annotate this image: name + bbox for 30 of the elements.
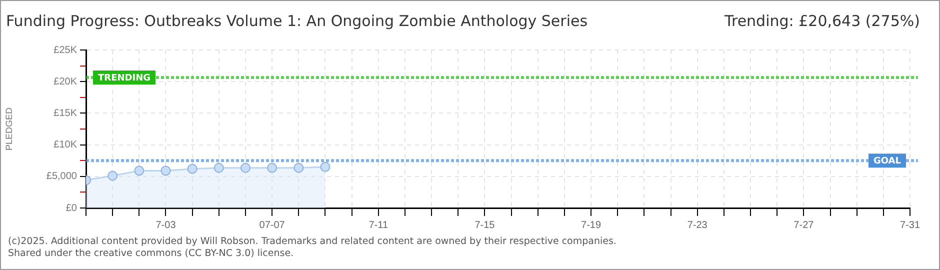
x-tick-label: 7-19 [581,220,602,231]
text: Shared under the creative commons (CC BY-NC 3.0) license. [8,248,294,259]
y-tick-label: £0 [66,202,78,214]
x-tick-label: 7-27 [794,220,814,231]
point [240,162,250,173]
point [134,166,144,176]
x-tick-label: 7-23 [687,220,708,231]
x-tick-label: 7-15 [474,220,496,231]
y-tick-label: £10K [54,140,78,151]
ref-line-label: TRENDING [98,73,150,84]
x-tick-label: 07-07 [259,220,286,231]
ref-line-label: GOAL [874,156,902,166]
y-tick-label: £20K [54,76,78,88]
chart-subtitle: Trending: £20,643 (275%) [724,12,920,30]
y-tick-label: £5,000 [46,171,78,182]
point [294,162,304,173]
x-tick-label: 7-03 [156,220,176,231]
y-axis-title: PLEDGED [4,106,14,151]
x-tick-label: 7-11 [368,220,388,231]
point [267,162,278,173]
y-tick-label: £25K [54,44,78,56]
point [187,164,198,174]
point [320,162,330,172]
y-tick-label: £15K [54,108,78,119]
point [214,162,224,173]
point [108,170,118,181]
chart-title: Funding Progress: Outbreaks Volume 1: An Ongoing Zombie Anthology Series [6,12,588,30]
text: (c)2025. Additional content provided by Will Robson. Trademarks and related content are owned by their respective companies. [8,236,616,247]
x-tick-label: 7-31 [900,220,920,231]
point [160,166,171,176]
